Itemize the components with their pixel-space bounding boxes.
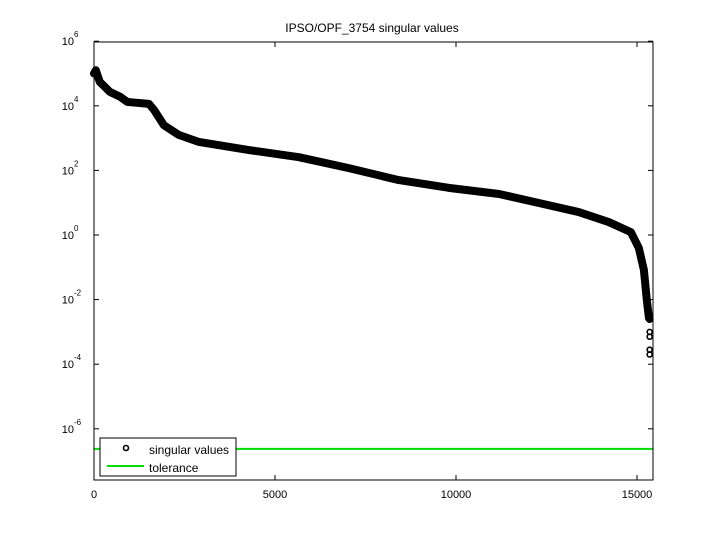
y-tick-label: 10 (62, 424, 74, 436)
y-tick-exponent: 2 (74, 159, 79, 168)
y-tick-label: 10 (62, 230, 74, 242)
legend-label-singular-values: singular values (149, 443, 229, 457)
y-tick-exponent: -4 (74, 353, 82, 362)
chart-title: IPSO/OPF_3754 singular values (285, 21, 458, 35)
data-layer (90, 66, 654, 450)
x-tick-label: 10000 (441, 489, 472, 501)
legend-label-tolerance: tolerance (149, 461, 199, 475)
plot-area (93, 41, 654, 481)
singular-value-marker (646, 333, 653, 341)
singular-values-markers (90, 66, 654, 323)
y-tick-exponent: -2 (74, 289, 82, 298)
y-tick-exponent: 0 (74, 224, 79, 233)
singular-value-marker (646, 351, 653, 358)
y-tick-label: 10 (62, 165, 74, 177)
legend-box (99, 437, 237, 477)
y-tick-exponent: -6 (74, 418, 82, 427)
y-tick-label: 10 (62, 359, 74, 371)
y-tick-label: 10 (62, 295, 74, 307)
legend: singular values tolerance (99, 437, 237, 477)
x-tick-label: 0 (91, 489, 97, 501)
x-axis: 0 5000 10000 15000 (91, 42, 652, 501)
y-tick-exponent: 4 (74, 95, 79, 104)
y-tick-label: 10 (62, 36, 74, 48)
x-tick-label: 15000 (622, 489, 653, 501)
legend-marker-icon (122, 444, 130, 452)
x-tick-label: 5000 (263, 489, 287, 501)
y-tick-exponent: 6 (74, 30, 79, 39)
y-tick-label: 10 (62, 101, 74, 113)
